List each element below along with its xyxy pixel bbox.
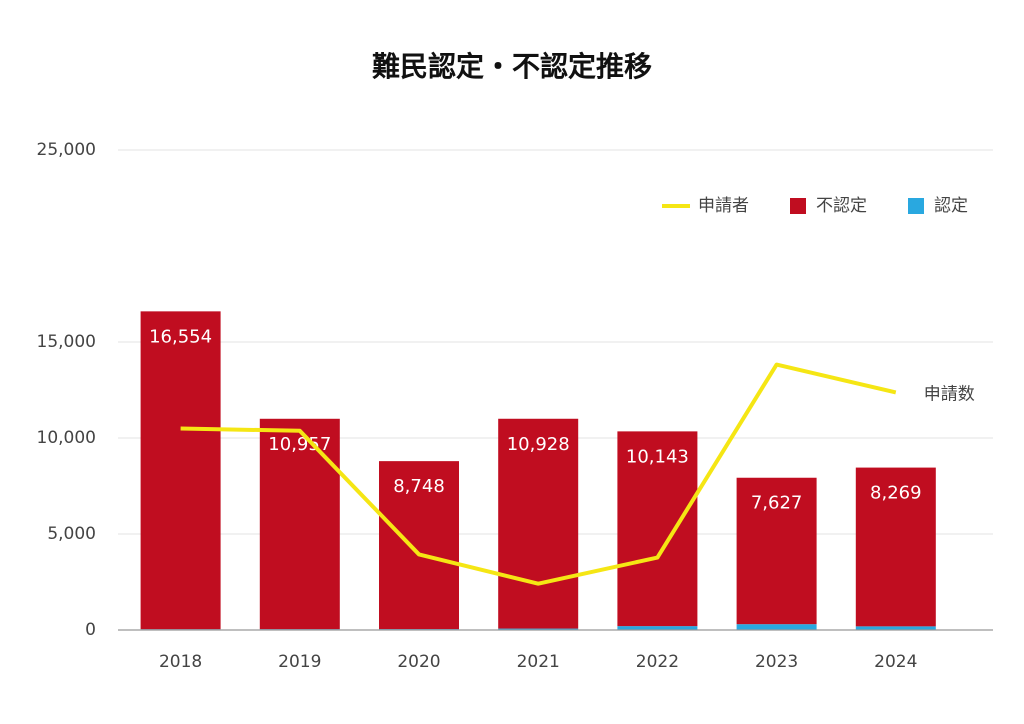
bar	[498, 628, 579, 630]
bar	[855, 467, 936, 627]
bar	[140, 311, 221, 630]
x-tick-label: 2023	[755, 652, 798, 672]
x-tick-label: 2019	[278, 652, 321, 672]
x-tick-label: 2021	[517, 652, 560, 672]
y-tick-label: 15,000	[37, 332, 96, 352]
bar	[379, 461, 459, 630]
data-label: 10,928	[507, 434, 570, 455]
legend-label: 認定	[934, 196, 968, 216]
bar	[259, 418, 340, 630]
data-label: 16,554	[149, 326, 212, 347]
data-label: 10,143	[626, 446, 689, 467]
y-tick-label: 0	[85, 620, 96, 640]
legend-swatch	[908, 198, 924, 214]
y-tick-label: 10,000	[37, 428, 96, 448]
bar	[498, 418, 579, 629]
line	[180, 362, 897, 586]
y-tick-label: 25,000	[37, 140, 96, 160]
bar	[617, 431, 698, 627]
x-tick-label: 2024	[874, 652, 917, 672]
bar	[736, 624, 817, 630]
data-label: 8,748	[393, 476, 445, 497]
bar	[617, 626, 698, 630]
x-tick-label: 2018	[159, 652, 202, 672]
legend-label: 不認定	[816, 196, 867, 216]
bar	[736, 477, 817, 625]
x-tick-label: 2022	[636, 652, 679, 672]
data-label: 8,269	[870, 483, 922, 504]
y-tick-label: 5,000	[47, 524, 96, 544]
x-tick-label: 2020	[397, 652, 440, 672]
annotation: 申請数	[924, 384, 975, 404]
data-label: 7,627	[751, 493, 803, 514]
legend-swatch	[790, 198, 806, 214]
chart-title: 難民認定・不認定推移	[372, 50, 652, 83]
bar	[855, 626, 936, 630]
legend-label: 申請者	[698, 196, 749, 216]
